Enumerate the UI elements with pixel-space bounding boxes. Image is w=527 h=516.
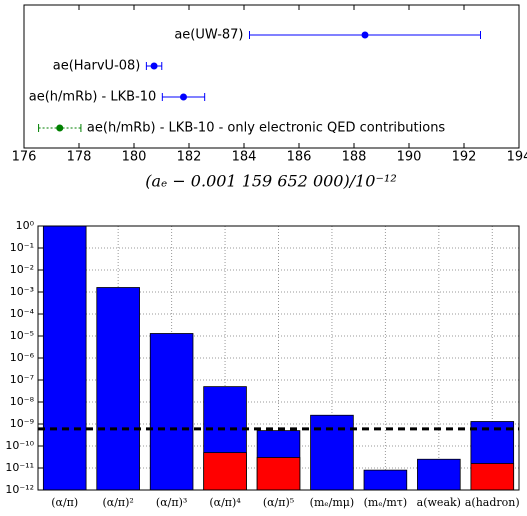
x-axis-label: (aₑ − 0.001 159 652 000)/10⁻¹² bbox=[145, 172, 397, 191]
bar bbox=[149, 333, 194, 491]
bar bbox=[96, 287, 140, 491]
bar bbox=[417, 458, 461, 491]
y-tick-label: 10⁻¹ bbox=[10, 241, 34, 254]
point bbox=[150, 62, 158, 70]
y-tick-label: 10⁻⁹ bbox=[10, 417, 34, 430]
point-label: ae(HarvU-08) bbox=[53, 59, 141, 74]
point-label: ae(UW-87) bbox=[174, 28, 243, 43]
x-tick-label: (α/π)⁵ bbox=[263, 496, 294, 509]
y-tick-label: 10⁻⁴ bbox=[10, 307, 35, 320]
y-tick-label: 10⁻⁵ bbox=[10, 329, 34, 342]
y-tick-label: 10⁻¹¹ bbox=[5, 461, 34, 474]
x-tick-label: (mₑ/mμ) bbox=[310, 496, 355, 509]
x-tick-label: 176 bbox=[12, 150, 37, 165]
point bbox=[180, 93, 187, 101]
x-tick-label: 182 bbox=[177, 150, 202, 165]
bar bbox=[203, 452, 247, 491]
y-tick-label: 10⁻² bbox=[10, 263, 34, 276]
point-label: ae(h/mRb) - LKB-10 - only electronic QED… bbox=[87, 121, 446, 136]
x-tick-label: 186 bbox=[287, 150, 312, 165]
y-tick-label: 10⁻¹⁰ bbox=[5, 439, 34, 452]
x-tick-label: 192 bbox=[452, 150, 477, 165]
plot-frame bbox=[37, 225, 520, 491]
x-tick-label: 180 bbox=[122, 150, 147, 165]
y-tick-label: 10⁻⁸ bbox=[10, 395, 35, 408]
y-tick-label: 10⁻³ bbox=[10, 285, 34, 298]
x-tick-label: (α/π)³ bbox=[156, 496, 187, 509]
x-tick-label: (α/π)² bbox=[102, 496, 133, 509]
y-tick-label: 10⁻⁶ bbox=[10, 351, 35, 364]
bar bbox=[310, 414, 354, 491]
x-tick-label: 188 bbox=[342, 150, 367, 165]
x-tick-label: a(hadron) bbox=[465, 496, 520, 509]
bar bbox=[256, 457, 301, 491]
x-tick-label: (mₑ/mτ) bbox=[364, 496, 408, 509]
x-tick-label: (α/π)⁴ bbox=[209, 496, 241, 509]
bar bbox=[42, 225, 87, 491]
x-tick-label: a(weak) bbox=[417, 496, 461, 509]
y-tick-label: 10⁻¹² bbox=[5, 483, 34, 496]
point bbox=[56, 124, 64, 132]
y-tick-label: 10⁻⁷ bbox=[10, 373, 34, 386]
x-tick-label: 190 bbox=[397, 150, 422, 165]
x-tick-label: 194 bbox=[507, 150, 527, 165]
bar bbox=[363, 469, 408, 491]
bar bbox=[470, 463, 515, 491]
x-tick-label: (α/π) bbox=[51, 496, 78, 509]
x-tick-label: 178 bbox=[67, 150, 92, 165]
point-label: ae(h/mRb) - LKB-10 bbox=[29, 90, 157, 105]
plot-frame bbox=[23, 4, 520, 149]
point bbox=[361, 31, 369, 39]
y-tick-label: 10⁰ bbox=[16, 219, 35, 232]
x-tick-label: 184 bbox=[232, 150, 257, 165]
